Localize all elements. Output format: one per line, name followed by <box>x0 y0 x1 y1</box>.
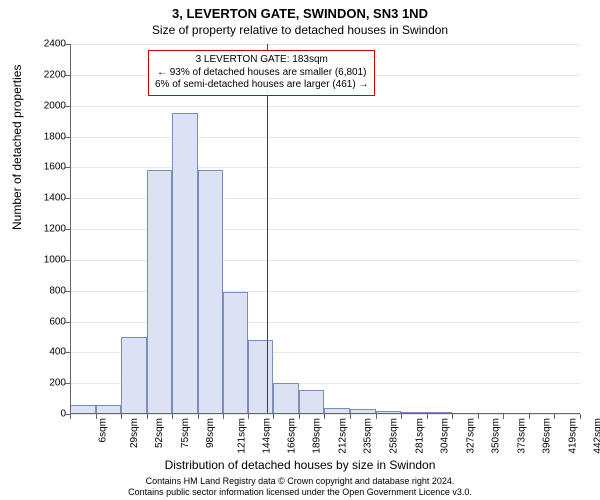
x-tick-label: 189sqm <box>312 418 323 454</box>
x-tick-label: 281sqm <box>414 418 425 454</box>
x-tick-label: 442sqm <box>593 418 600 454</box>
x-tick-label: 258sqm <box>389 418 400 454</box>
histogram-bar <box>223 292 247 414</box>
page-subtitle: Size of property relative to detached ho… <box>0 21 600 37</box>
histogram-bar <box>248 340 274 414</box>
y-tick-label: 1800 <box>36 131 66 142</box>
annotation-line: 3 LEVERTON GATE: 183sqm <box>155 54 368 67</box>
y-axis-label: Number of detached properties <box>10 65 24 230</box>
x-tick-label: 396sqm <box>542 418 553 454</box>
y-tick-label: 1400 <box>36 193 66 204</box>
y-tick-label: 1200 <box>36 224 66 235</box>
y-tick-label: 800 <box>36 285 66 296</box>
y-tick-label: 400 <box>36 347 66 358</box>
y-tick-label: 600 <box>36 316 66 327</box>
footer-line-2: Contains public sector information licen… <box>0 487 600 498</box>
x-tick-label: 419sqm <box>567 418 578 454</box>
x-tick-label: 373sqm <box>516 418 527 454</box>
footer-line-1: Contains HM Land Registry data © Crown c… <box>0 476 600 487</box>
y-tick-label: 2200 <box>36 69 66 80</box>
histogram-bar <box>172 113 198 414</box>
histogram-bar <box>147 170 173 414</box>
x-tick-label: 350sqm <box>491 418 502 454</box>
x-tick-label: 304sqm <box>440 418 451 454</box>
x-axis-label: Distribution of detached houses by size … <box>0 458 600 472</box>
histogram-bar <box>198 170 224 414</box>
annotation-line: ← 93% of detached houses are smaller (6,… <box>155 67 368 80</box>
x-tick-label: 235sqm <box>363 418 374 454</box>
x-tick-label: 166sqm <box>286 418 297 454</box>
histogram-chart: 0200400600800100012001400160018002000220… <box>70 44 580 414</box>
annotation-line: 6% of semi-detached houses are larger (4… <box>155 79 368 92</box>
x-tick-label: 75sqm <box>180 418 191 448</box>
x-tick-label: 98sqm <box>205 418 216 448</box>
gridline <box>70 167 580 168</box>
gridline <box>70 137 580 138</box>
y-tick-label: 0 <box>36 409 66 420</box>
histogram-bar <box>299 390 325 414</box>
y-tick-label: 2000 <box>36 100 66 111</box>
y-tick-label: 200 <box>36 378 66 389</box>
footer-attribution: Contains HM Land Registry data © Crown c… <box>0 476 600 498</box>
x-tick-label: 144sqm <box>262 418 273 454</box>
page-title: 3, LEVERTON GATE, SWINDON, SN3 1ND <box>0 0 600 21</box>
histogram-bar <box>273 383 299 414</box>
gridline <box>70 44 580 45</box>
histogram-bar <box>121 337 147 414</box>
x-tick-label: 6sqm <box>97 418 108 442</box>
gridline <box>70 106 580 107</box>
reference-line <box>267 44 268 414</box>
y-tick-label: 2400 <box>36 39 66 50</box>
y-tick-label: 1600 <box>36 162 66 173</box>
x-tick-label: 121sqm <box>236 418 247 454</box>
y-tick-label: 1000 <box>36 254 66 265</box>
x-tick-label: 52sqm <box>154 418 165 448</box>
x-tick-label: 29sqm <box>129 418 140 448</box>
annotation-box: 3 LEVERTON GATE: 183sqm← 93% of detached… <box>148 50 375 96</box>
x-tick-label: 327sqm <box>465 418 476 454</box>
x-tick-label: 212sqm <box>337 418 348 454</box>
